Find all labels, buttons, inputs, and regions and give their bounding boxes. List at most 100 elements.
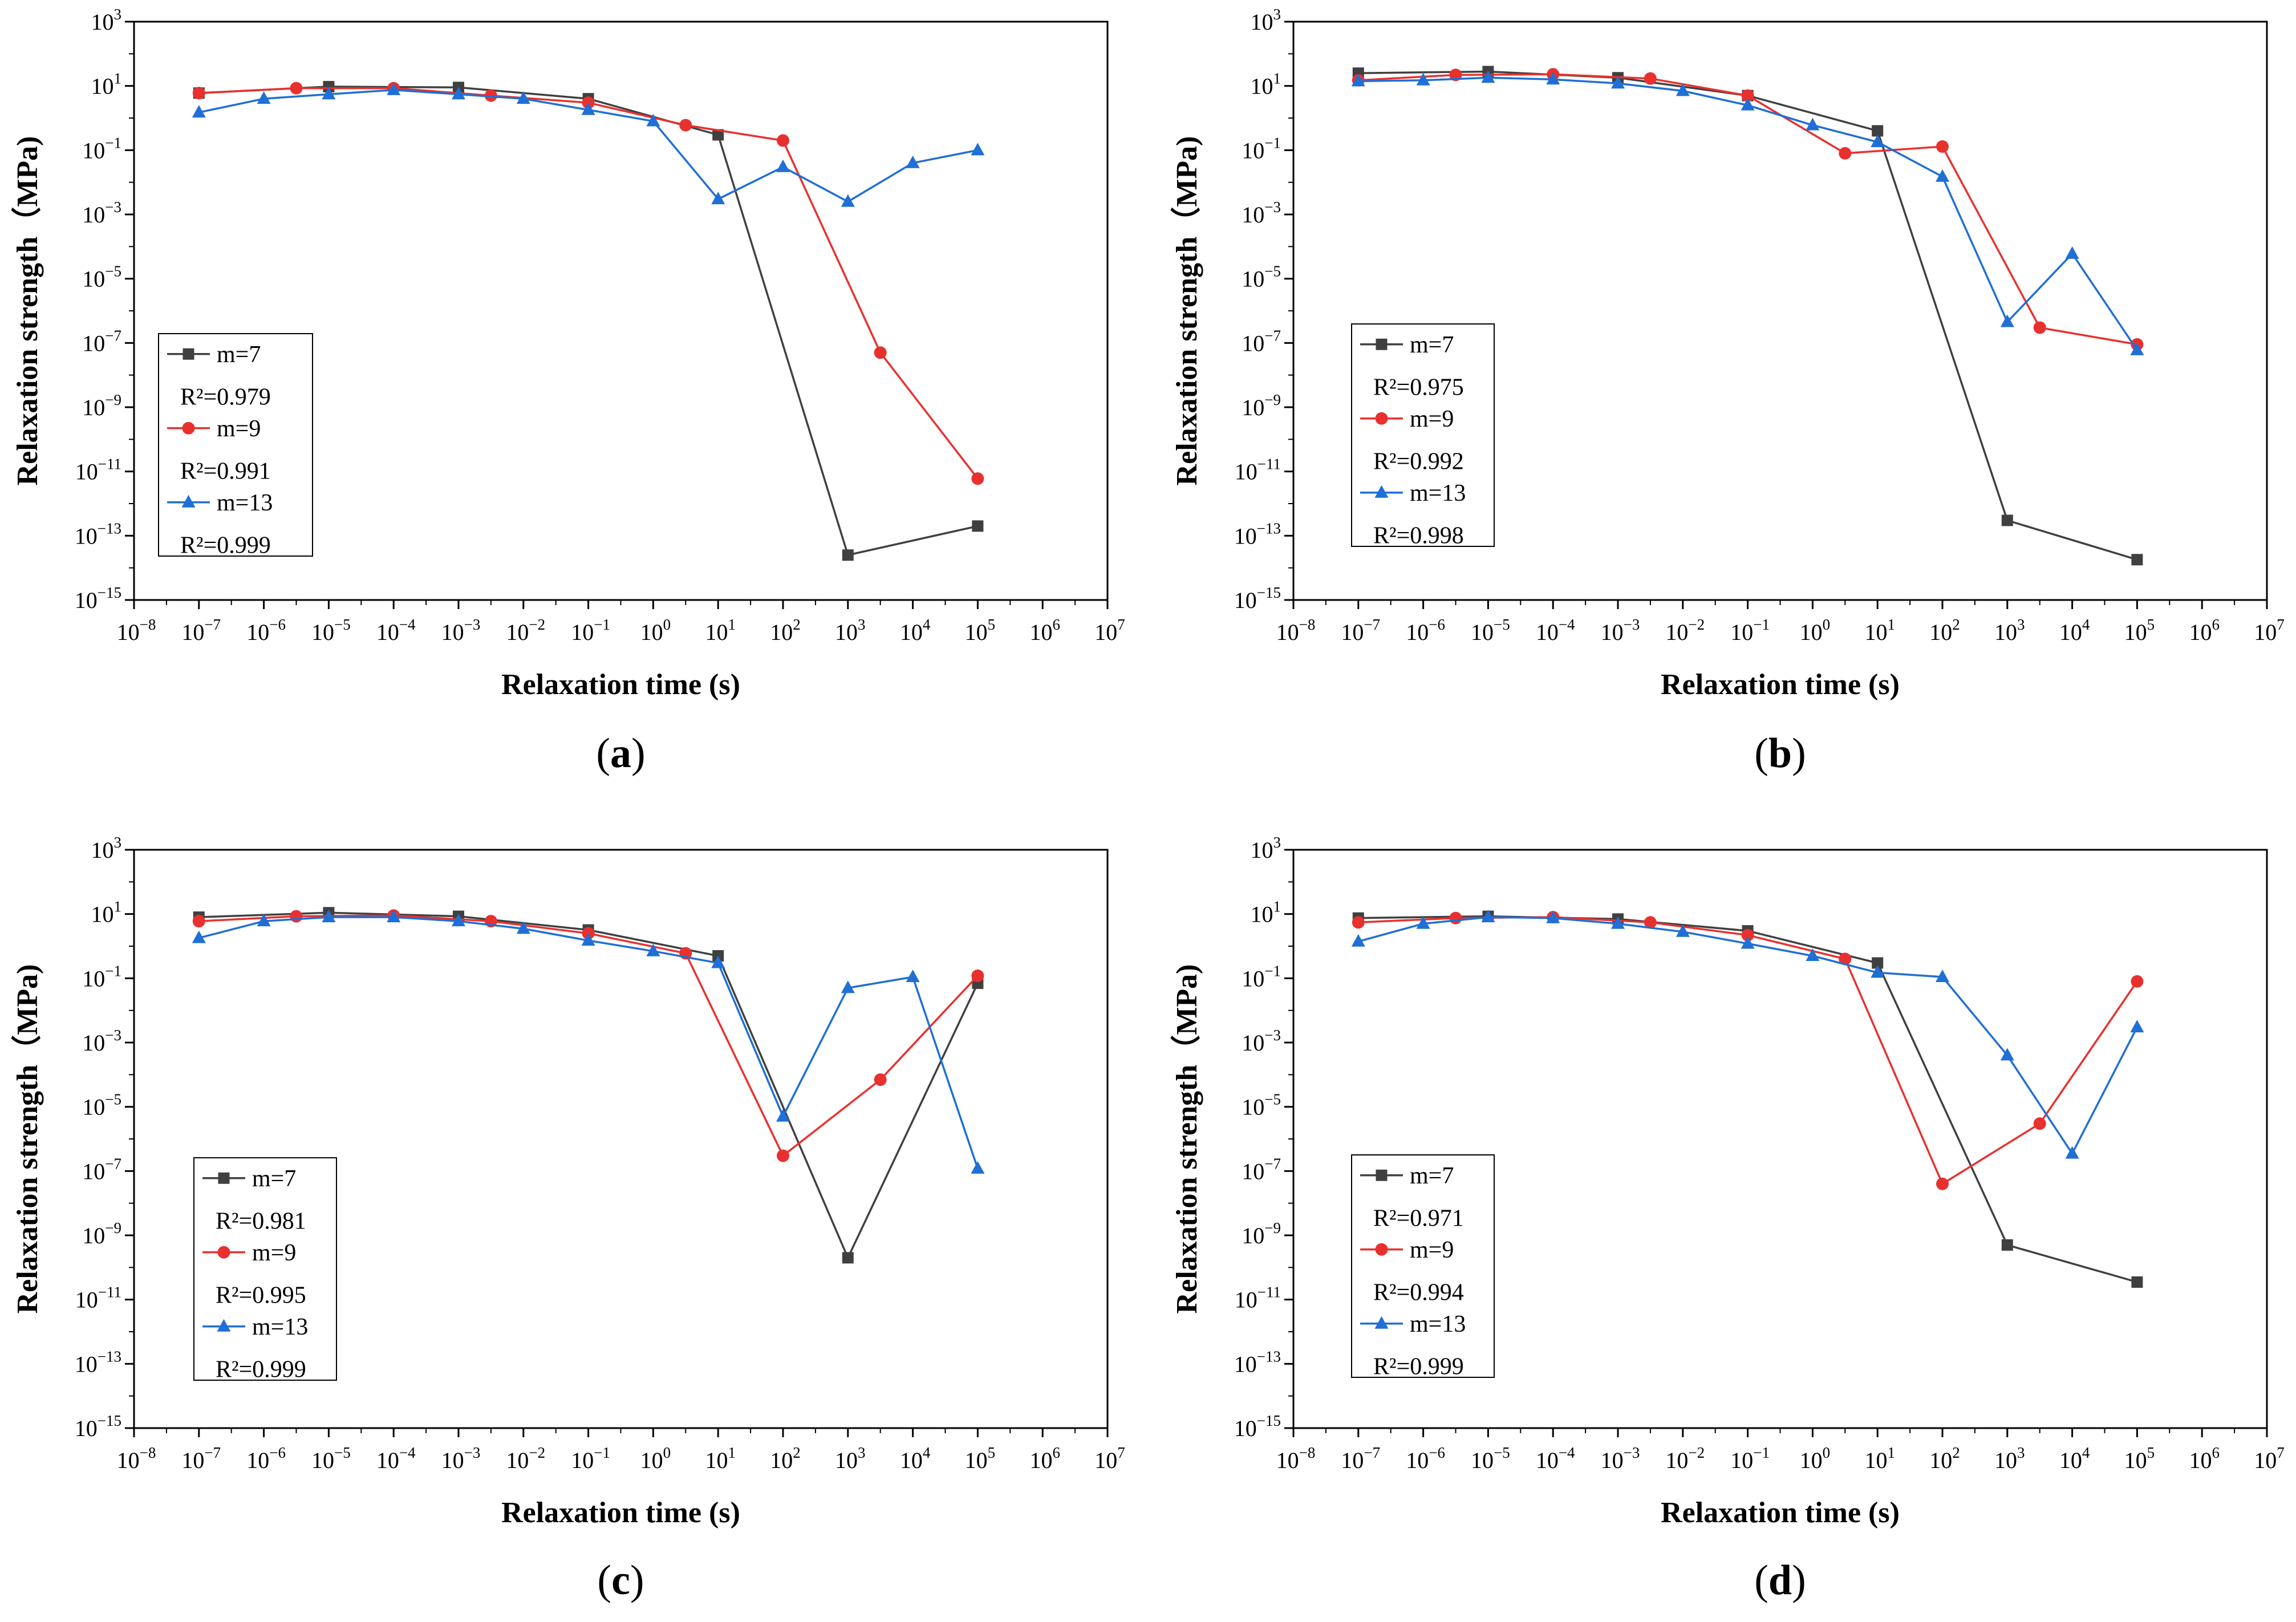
x-tick-label: 103: [835, 1444, 866, 1473]
y-axis-title: Relaxation strength（MPa): [11, 136, 44, 486]
y-tick-label: 10−7: [1242, 1155, 1281, 1184]
legend-marker: [1375, 1243, 1388, 1256]
legend-label: m=7: [1410, 1163, 1454, 1189]
data-point: [1416, 72, 1430, 86]
y-tick-label: 10−3: [1242, 198, 1281, 228]
legend-marker: [182, 348, 194, 360]
y-tick-label: 10−9: [82, 1219, 121, 1248]
x-tick-label: 10−3: [441, 1444, 481, 1473]
data-point: [972, 520, 984, 532]
y-tick-label: 101: [1251, 898, 1281, 927]
data-point: [1351, 74, 1365, 87]
y-tick-label: 103: [1251, 6, 1281, 35]
data-point: [1741, 89, 1754, 102]
x-tick-label: 10−8: [117, 1444, 156, 1473]
legend-r2: R²=0.991: [180, 459, 271, 485]
x-tick-label: 10−4: [1536, 1444, 1575, 1473]
data-point: [776, 159, 790, 172]
y-axis-title: Relaxation strength（MPa): [1170, 136, 1203, 486]
y-tick-label: 101: [91, 70, 122, 99]
x-tick-label: 10−7: [181, 1444, 221, 1473]
data-point: [516, 921, 530, 934]
y-tick-label: 10−5: [82, 1091, 121, 1120]
x-tick-label: 10−2: [1665, 1444, 1705, 1473]
data-point: [452, 914, 465, 927]
data-point: [711, 192, 725, 205]
x-tick-label: 10−8: [117, 616, 156, 645]
x-tick-label: 10−6: [246, 1444, 286, 1473]
data-point: [842, 1252, 854, 1264]
legend-label: m=9: [1410, 406, 1454, 432]
y-tick-label: 10−9: [1242, 1219, 1281, 1248]
legend-r2: R²=0.971: [1373, 1206, 1464, 1232]
panel-label: (b): [1754, 730, 1806, 777]
series-m=13: [1351, 910, 2144, 1159]
y-tick-label: 10−1: [1242, 962, 1281, 991]
y-tick-label: 10−5: [1242, 1091, 1281, 1120]
data-point: [1351, 934, 1365, 947]
data-point: [1676, 83, 1690, 96]
data-point: [1416, 916, 1430, 929]
y-tick-label: 10−13: [75, 520, 121, 549]
data-point: [1806, 117, 1820, 131]
data-point: [2000, 314, 2014, 327]
x-axis-title: Relaxation time (s): [1661, 668, 1900, 701]
y-tick-label: 103: [91, 6, 122, 35]
legend-marker: [1376, 338, 1388, 350]
legend-label: m=9: [1410, 1237, 1454, 1263]
data-point: [581, 933, 595, 946]
legend-label: m=13: [1410, 1311, 1466, 1337]
x-tick-label: 107: [1094, 1444, 1125, 1473]
y-tick-label: 10−13: [1234, 520, 1281, 549]
data-point: [1611, 76, 1625, 89]
data-point: [257, 91, 271, 104]
legend-marker: [217, 1246, 230, 1259]
legend: m=7 R²=0.975 m=9 R²=0.992 m=13 R²=0.998: [1351, 323, 1495, 549]
data-point: [841, 980, 855, 994]
y-tick-label: 10−7: [82, 1155, 121, 1184]
x-tick-label: 102: [1929, 616, 1960, 645]
y-tick-label: 10−11: [1235, 1284, 1281, 1313]
x-tick-label: 10−6: [246, 616, 286, 645]
legend-marker: [1374, 1316, 1389, 1329]
series-line: [1358, 76, 2138, 351]
series-m=13: [192, 910, 985, 1174]
x-tick-label: 103: [1994, 616, 2025, 645]
y-tick-label: 10−9: [1242, 391, 1281, 420]
x-tick-label: 10−7: [1341, 1444, 1380, 1473]
data-point: [1871, 134, 1885, 147]
series-m=9: [192, 909, 984, 1162]
legend-r2: R²=0.979: [180, 384, 271, 411]
data-point: [2065, 246, 2079, 259]
data-point: [1546, 910, 1560, 923]
data-point: [842, 549, 854, 561]
x-tick-label: 105: [2124, 616, 2155, 645]
legend: m=7 R²=0.981 m=9 R²=0.995 m=13 R²=0.999: [193, 1157, 337, 1383]
legend-r2: R²=0.999: [180, 533, 271, 559]
data-point: [777, 134, 789, 147]
legend-marker: [218, 1172, 230, 1184]
data-point: [874, 346, 887, 359]
series-line: [198, 87, 979, 480]
legend-r2: R²=0.981: [216, 1209, 306, 1235]
data-point: [387, 910, 401, 923]
data-point: [1872, 125, 1884, 137]
x-axis-title: Relaxation time (s): [501, 1497, 740, 1529]
data-point: [2131, 1276, 2143, 1288]
x-tick-label: 10−3: [1601, 616, 1640, 645]
x-tick-label: 104: [900, 1444, 931, 1473]
x-tick-label: 10−5: [1471, 616, 1510, 645]
x-axis-title: Relaxation time (s): [501, 668, 740, 701]
y-tick-label: 10−15: [75, 584, 121, 613]
y-tick-label: 10−3: [82, 1027, 121, 1056]
x-tick-label: 106: [1029, 1444, 1060, 1473]
x-tick-label: 10−3: [1601, 1444, 1640, 1473]
data-point: [2130, 1020, 2144, 1033]
data-point: [971, 143, 985, 156]
x-tick-label: 10−7: [181, 616, 221, 645]
legend-label: m=9: [252, 1240, 296, 1266]
y-tick-label: 10−15: [1234, 1412, 1281, 1441]
data-point: [2033, 1117, 2046, 1130]
series-m=13: [1351, 70, 2144, 355]
data-point: [1644, 72, 1657, 85]
